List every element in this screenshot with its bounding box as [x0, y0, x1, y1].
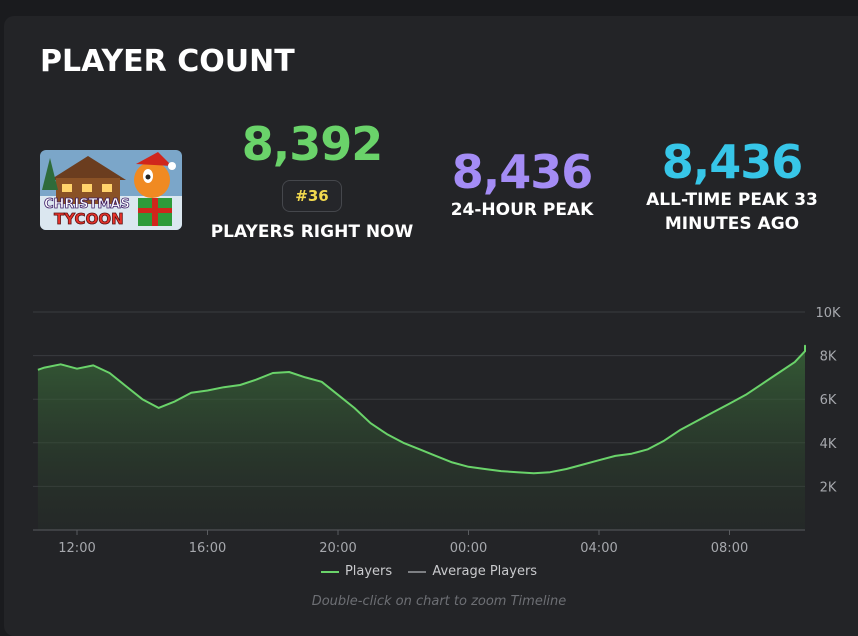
all-time-peak-label-line1: ALL-TIME PEAK 33: [646, 190, 818, 210]
all-time-peak-value: 8,436: [661, 135, 804, 189]
thumbnail-title-line2: TYCOON: [54, 210, 124, 228]
y-tick-label: 10K: [815, 306, 841, 321]
all-time-peak-label-line2: MINUTES AGO: [664, 214, 800, 234]
legend-average-label: Average Players: [432, 564, 538, 579]
chart-legend: Players Average Players: [0, 564, 858, 579]
day-peak-value: 8,436: [451, 145, 594, 199]
x-tick-label: 04:00: [580, 541, 617, 556]
players-area-fill: [37, 345, 805, 530]
players-series-line: [37, 344, 806, 475]
current-players-stat: 8,392 #36 PLAYERS RIGHT NOW: [200, 118, 424, 244]
game-thumbnail-image: CHRISTMAS TYCOON: [40, 150, 182, 230]
legend-players-label: Players: [344, 564, 393, 579]
section-title: PLAYER COUNT: [40, 44, 295, 79]
y-tick-label: 4K: [820, 437, 837, 452]
all-time-peak-stat: 8,436 ALL-TIME PEAK 33 MINUTES AGO: [632, 136, 832, 236]
y-tick-label: 6K: [820, 393, 837, 408]
player-count-card: [4, 16, 858, 636]
day-peak-stat: 8,436 24-HOUR PEAK: [432, 146, 612, 222]
player-count-chart[interactable]: 2K 4K 6K 8K 10K 12:00 16:00 20:00 00:00 04:00 08:0…: [0, 290, 858, 560]
y-tick-label: 2K: [820, 480, 837, 495]
thumbnail-title-line1: CHRISTMAS: [44, 197, 130, 212]
x-tick-label: 00:00: [450, 541, 487, 556]
x-tick-label: 12:00: [58, 541, 95, 556]
game-thumbnail[interactable]: CHRISTMAS TYCOON: [40, 150, 182, 230]
zoom-hint: Double-click on chart to zoom Timeline: [311, 594, 567, 609]
day-peak-label: 24-HOUR PEAK: [450, 200, 594, 220]
legend-players[interactable]: Players: [320, 564, 393, 579]
current-players-label: PLAYERS RIGHT NOW: [210, 222, 414, 242]
rank-badge: #36: [282, 180, 342, 212]
current-players-value: 8,392: [241, 117, 384, 171]
x-tick-label: 08:00: [711, 541, 748, 556]
legend-average-players[interactable]: Average Players: [408, 564, 537, 579]
x-tick-label: 20:00: [319, 541, 356, 556]
x-tick-label: 16:00: [189, 541, 226, 556]
y-tick-label: 8K: [820, 350, 837, 365]
